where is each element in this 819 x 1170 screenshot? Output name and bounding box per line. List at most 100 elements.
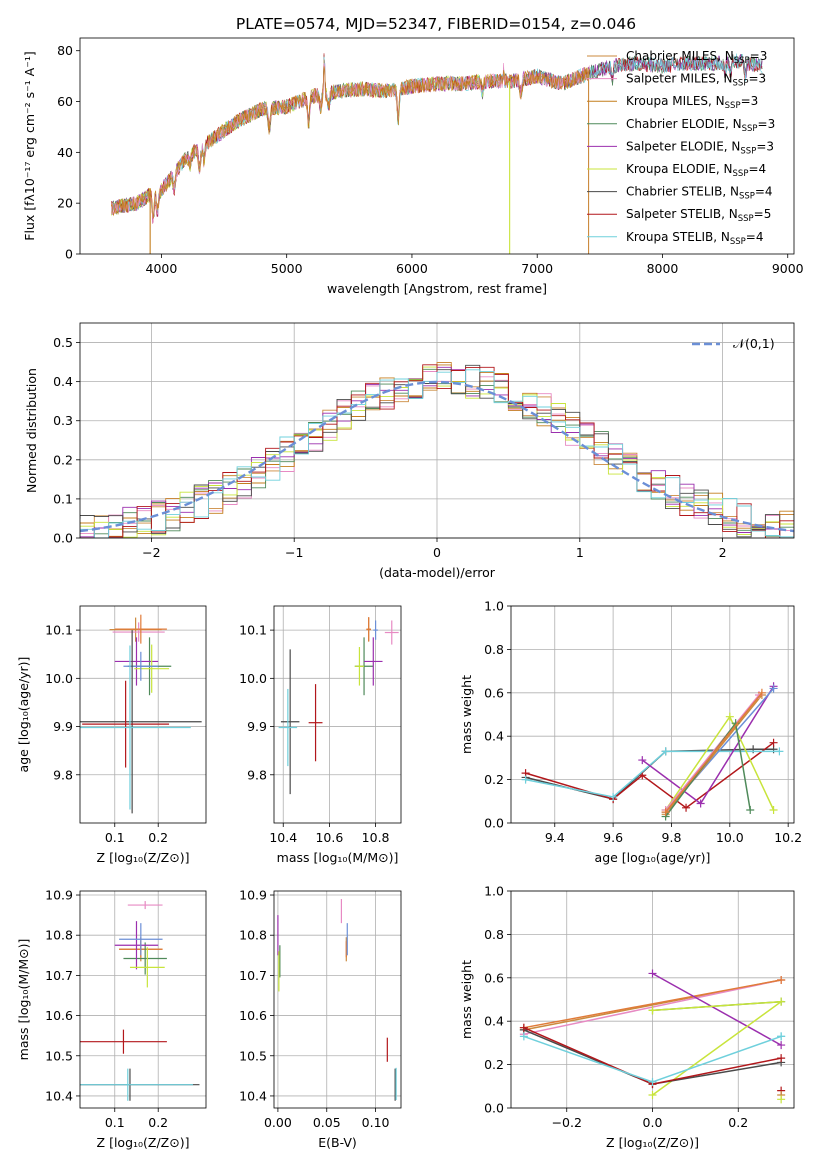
y-tick-label: 10.9 [239,888,267,903]
mass-weight-marker [777,1032,786,1041]
x-tick-label: 2 [719,545,727,560]
mass-weight-marker [661,808,670,817]
age-vs-Z-panel: 0.1 0.2 9.8 9.9 10.0 10.1 Z [log₁₀(Z/Z⊙)] age [… [16,605,207,865]
x-tick-label: 0.1 [105,830,125,845]
y-axis-label: mass weight [459,960,474,1039]
plot-area [111,53,763,254]
x-tick-label: 9.8 [662,830,682,845]
y-tick-label: 60 [57,94,73,109]
axes-frame [510,605,795,824]
y-tick-label: 9.8 [247,767,267,782]
y-tick-label: 0.8 [484,927,504,942]
legend-nssp: =4 [748,162,766,176]
x-tick-label: 9.6 [603,830,623,845]
x-tick-label: 0.1 [105,1115,125,1130]
legend-subscript: SSP [725,101,741,111]
y-tick-label: 10.1 [239,623,267,638]
x-tick-label: 10.8 [362,830,390,845]
y-tick-label: 0.5 [53,335,73,350]
mass-weight-marker [519,1023,528,1032]
mass-weight-line [525,750,780,798]
y-tick-label: 0.6 [484,970,504,985]
y-tick-label: 10.0 [239,671,267,686]
gaussian-legend-label: 𝒩(0,1) [733,336,775,351]
mass-weight-marker [661,747,670,756]
plot-area [80,901,200,1101]
plot-area [80,362,794,538]
mass-weight-marker [769,805,778,814]
axes-frame [273,605,402,824]
legend-label: Salpeter ELODIE, NSSP=3 [626,139,774,156]
y-tick-label: 9.9 [53,719,73,734]
y-tick-label: 10.6 [239,1008,267,1023]
axes-frame [79,890,207,1109]
x-tick-label: 10.4 [269,830,297,845]
legend-nssp: =3 [758,117,776,131]
legend-label: Kroupa STELIB, NSSP=4 [626,230,764,247]
y-tick-label: 0.4 [484,1014,504,1029]
y-axis-label: Flux [fλ10⁻¹⁷ erg cm⁻² s⁻¹ A⁻¹] [22,51,37,240]
y-tick-label: 0.8 [484,642,504,657]
x-tick-label: 0.2 [728,1115,748,1130]
y-tick-label: 0.0 [53,531,73,546]
legend-nssp: =3 [741,94,759,108]
legend-nssp: =3 [748,72,766,86]
mass-weight-marker [775,747,784,756]
x-tick-label: 1 [576,545,584,560]
mass-weight-line [525,748,774,800]
mass-weight-marker [521,775,530,784]
x-tick-label: 10.6 [315,830,343,845]
mass-weight-marker [769,738,778,747]
x-axis-label: Z [log₁₀(Z/Z⊙)] [97,1135,190,1150]
mass-weight-marker [648,1006,657,1015]
legend-subscript: SSP [733,79,749,89]
mass-weight-line [665,692,763,813]
y-tick-label: 0.4 [484,729,504,744]
legend-subscript: SSP [738,214,754,224]
residuals-panel: −2 −1 0 1 2 0.0 0.1 0.2 0.3 0.4 0.5 (data-model)/er… [24,322,795,580]
x-axis-label: wavelength [Angstrom, rest frame] [327,281,547,296]
x-axis-label: age [log₁₀(age/yr)] [595,850,711,865]
y-tick-label: 40 [57,145,73,160]
legend-nssp: =5 [754,207,772,221]
figure-title: PLATE=0574, MJD=52347, FIBERID=0154, z=0… [236,15,636,33]
y-tick-label: 10.4 [239,1088,267,1103]
x-tick-label: 5000 [271,261,303,276]
y-tick-label: 0.1 [53,491,73,506]
y-tick-label: 0.2 [484,772,504,787]
mass-vs-Z-panel: 0.1 0.2 10.4 10.5 10.6 10.7 10.8 10.9 Z [log₁₀(Z… [16,888,207,1150]
legend-label: Salpeter MILES, NSSP=3 [626,72,766,89]
massweight-vs-Z-panel: −0.2 0.0 0.2 0.0 0.2 0.4 0.6 0.8 1.0 Z [log₁₀(Z/Z… [459,884,795,1150]
plot-area [80,614,202,814]
axes-frame [510,890,795,1109]
residual-histogram [80,369,794,538]
mass-weight-marker [638,756,647,765]
plot-area [519,969,786,1104]
axes-frame [79,605,207,824]
x-axis-label: Z [log₁₀(Z/Z⊙)] [97,850,190,865]
x-tick-label: −0.2 [552,1115,582,1130]
x-tick-label: 0.10 [362,1115,390,1130]
y-tick-label: 80 [57,43,73,58]
legend-nssp: =4 [755,185,773,199]
y-tick-label: 10.0 [45,671,73,686]
mass-weight-line [523,979,782,1029]
chart-panels: 4000 5000 6000 7000 8000 9000020406080wavelen… [16,37,804,1150]
y-tick-label: 10.5 [45,1048,73,1063]
y-tick-label: 0.0 [484,816,504,831]
gaussian-curve [80,380,794,533]
x-tick-label: 9.4 [545,830,565,845]
x-tick-label: 7000 [521,261,553,276]
y-tick-label: 0.2 [484,1057,504,1072]
y-tick-label: 10.9 [45,888,73,903]
y-tick-label: 0.6 [484,685,504,700]
x-tick-label: 9000 [772,261,804,276]
x-tick-label: 0.2 [148,830,168,845]
y-axis-label: age [log₁₀(age/yr)] [16,657,31,773]
y-tick-label: 9.8 [53,767,73,782]
y-tick-label: 10.1 [45,623,73,638]
y-tick-label: 0.0 [484,1101,504,1116]
mass-weight-marker [777,997,786,1006]
x-tick-label: 0.05 [313,1115,341,1130]
mass-weight-marker [777,975,786,984]
